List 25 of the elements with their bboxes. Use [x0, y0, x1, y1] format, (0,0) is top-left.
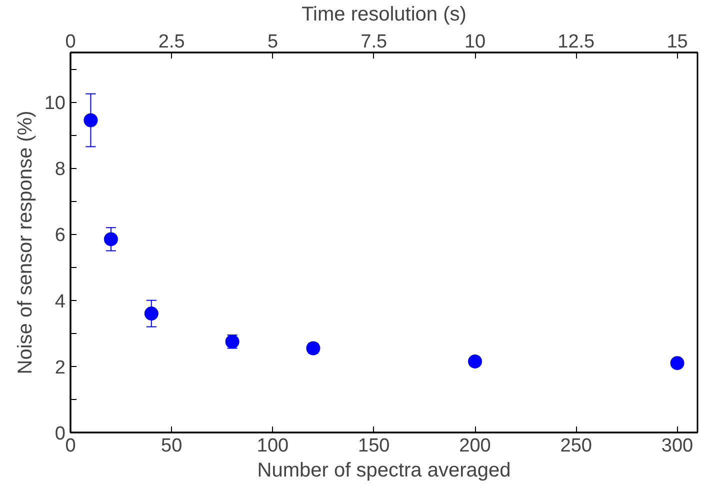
x-tick-label: 250: [560, 436, 592, 456]
x2-tick-label: 5: [267, 32, 278, 52]
x2-tick-label: 10: [464, 32, 486, 52]
point: [84, 113, 98, 128]
x-tick-label: 100: [256, 436, 289, 456]
y-tick-label: 2: [54, 357, 66, 378]
x-tick-label: 50: [161, 436, 182, 456]
y-tick-label: 10: [44, 93, 66, 114]
point: [468, 354, 482, 368]
y-tick-label: 6: [54, 225, 66, 246]
y-tick-label: 8: [54, 159, 66, 180]
x-tick-label: 150: [358, 436, 390, 456]
point: [670, 356, 684, 370]
x2-axis-title: Time resolution (s): [302, 4, 466, 26]
y-axis-title: Noise of sensor response (%): [14, 110, 36, 374]
x-axis-title: Number of spectra averaged: [257, 460, 511, 482]
x2-tick-label: 2.5: [158, 32, 185, 52]
x2-tick-label: 15: [666, 32, 688, 52]
y-tick-label: 4: [54, 291, 66, 312]
x-tick-label: 300: [661, 436, 694, 456]
x-tick-label: 200: [459, 436, 491, 456]
point: [104, 232, 118, 246]
x2-tick-label: 12.5: [558, 32, 595, 52]
point: [144, 306, 158, 321]
x2-tick-label: 7.5: [360, 32, 388, 52]
